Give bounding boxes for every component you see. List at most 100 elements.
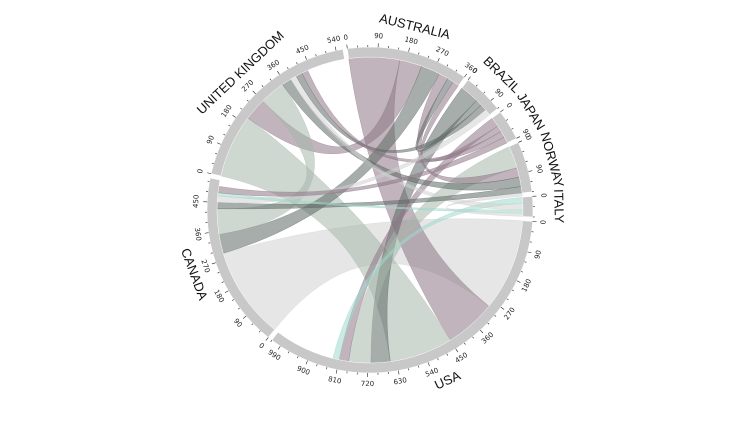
tick-mark-canada [237, 307, 240, 310]
tick-label-australia: 0 [343, 33, 349, 42]
tick-label-usa: 360 [480, 331, 495, 346]
tick-mark-brazil [490, 97, 495, 101]
tick-mark-usa [494, 314, 497, 317]
tick-mark-united-kingdom [277, 70, 280, 75]
tick-label-canada: 270 [199, 259, 211, 274]
tick-mark-usa [527, 251, 532, 254]
tick-mark-japan [511, 127, 514, 130]
tick-label-italy: 0 [539, 193, 547, 198]
tick-mark-usa [500, 306, 505, 310]
tick-mark-usa [335, 369, 338, 374]
tick-mark-canada [251, 323, 254, 326]
tick-mark-usa [480, 329, 484, 334]
tick-mark-usa [511, 289, 514, 292]
tick-mark-usa [418, 365, 420, 368]
tick-label-japan: 90 [521, 128, 532, 140]
tick-mark-brazil [483, 91, 486, 94]
tick-mark-canada [265, 337, 269, 341]
tick-mark-united-kingdom [315, 54, 317, 57]
tick-label-japan: 0 [505, 101, 514, 109]
tick-mark-japan [500, 109, 504, 113]
tick-mark-canada [204, 232, 209, 234]
tick-mark-brazil [475, 84, 478, 87]
tick-label-usa: 270 [503, 306, 517, 322]
tick-mark-united-kingdom [223, 133, 226, 136]
chord-sectors [206, 46, 534, 374]
tick-label-usa: 990 [266, 348, 282, 362]
tick-label-united-kingdom: 0 [196, 168, 205, 174]
tick-label-united-kingdom: 360 [266, 58, 282, 72]
tick-mark-australia [418, 52, 420, 55]
sector-label-canada: CANADA [178, 246, 211, 302]
tick-label-norway: 0 [524, 134, 533, 141]
tick-mark-usa [437, 358, 439, 361]
tick-mark-united-kingdom [211, 162, 214, 164]
tick-mark-usa [277, 345, 281, 350]
tick-mark-australia [427, 55, 430, 58]
tick-label-australia: 90 [374, 32, 383, 40]
tick-mark-norway [525, 160, 528, 162]
tick-label-norway: 90 [534, 164, 544, 175]
tick-mark-united-kingdom [304, 56, 307, 60]
tick-mark-australia [455, 69, 458, 72]
tick-mark-canada [221, 281, 224, 283]
tick-mark-norway [528, 170, 533, 172]
sector-label-italy: ITALY [551, 189, 567, 224]
tick-mark-united-kingdom [325, 51, 327, 54]
tick-mark-norway [518, 140, 523, 143]
tick-label-usa: 900 [296, 364, 311, 377]
tick-mark-australia [437, 57, 440, 62]
sector-label-japan: JAPAN [514, 90, 548, 133]
tick-mark-usa [520, 271, 523, 273]
tick-mark-australia [446, 64, 449, 67]
tick-mark-united-kingdom [228, 124, 231, 127]
tick-label-usa: 630 [393, 376, 408, 386]
tick-mark-canada [231, 299, 234, 301]
tick-mark-united-kingdom [296, 62, 298, 65]
tick-mark-usa [305, 360, 308, 365]
tick-label-brazil: 90 [493, 87, 505, 99]
tick-label-united-kingdom: 450 [295, 43, 310, 56]
tick-label-usa: 0 [539, 220, 547, 225]
tick-mark-usa [270, 339, 273, 342]
tick-mark-united-kingdom [269, 78, 272, 81]
tick-mark-united-kingdom [252, 90, 256, 95]
tick-label-canada: 360 [193, 227, 203, 241]
tick-mark-brazil [467, 76, 471, 81]
tick-label-united-kingdom: 90 [205, 134, 216, 145]
tick-mark-japan [516, 136, 521, 139]
tick-mark-australia [408, 47, 410, 52]
tick-label-canada: 0 [257, 341, 265, 350]
sector-arc-japan [491, 111, 517, 144]
sector-label-norway: NORWAY [537, 130, 567, 189]
tick-label-canada: 90 [232, 317, 244, 329]
tick-mark-canada [210, 252, 213, 254]
tick-label-usa: 720 [361, 380, 374, 388]
tick-label-usa: 90 [533, 249, 543, 260]
tick-mark-united-kingdom [287, 67, 289, 70]
tick-mark-united-kingdom [334, 46, 337, 51]
tick-label-usa: 810 [327, 375, 342, 386]
tick-mark-canada [258, 330, 261, 333]
tick-mark-usa [487, 322, 490, 325]
tick-mark-usa [297, 356, 299, 359]
sector-arc-usa [271, 220, 533, 374]
tick-mark-canada [217, 272, 220, 274]
tick-mark-australia [346, 44, 348, 49]
tick-label-canada: 450 [192, 194, 201, 208]
tick-mark-united-kingdom [207, 172, 212, 174]
tick-label-brazil: 0 [471, 67, 479, 76]
tick-mark-usa [455, 348, 459, 353]
tick-mark-usa [326, 367, 328, 370]
tick-mark-usa [516, 280, 521, 283]
tick-mark-canada [242, 315, 247, 319]
chord-links [216, 56, 524, 364]
tick-label-united-kingdom: 540 [326, 35, 341, 46]
sector-arc-united-kingdom [210, 48, 345, 177]
tick-label-usa: 180 [520, 278, 533, 294]
sector-arc-italy [522, 196, 534, 218]
tick-mark-usa [472, 336, 474, 339]
tick-mark-united-kingdom [217, 142, 221, 145]
tick-mark-usa [287, 351, 290, 354]
